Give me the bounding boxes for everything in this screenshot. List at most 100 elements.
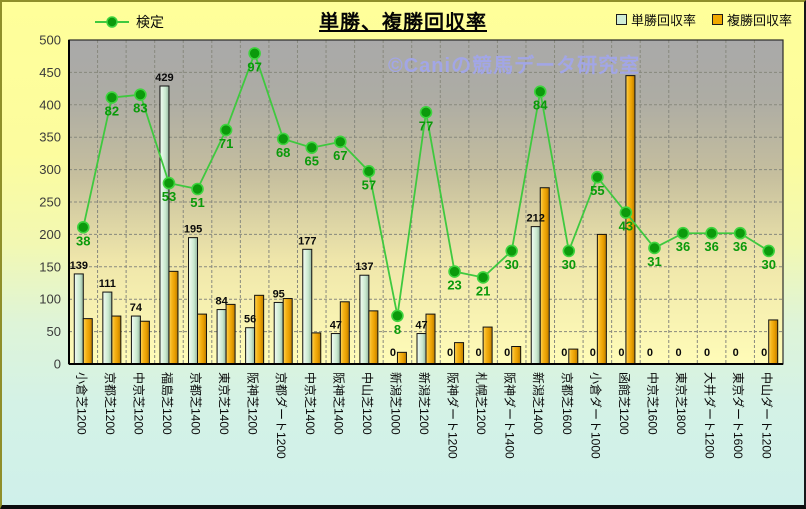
tansho-bar[interactable] [159,85,170,365]
kentei-point[interactable] [648,241,661,255]
kentei-point[interactable] [191,182,204,196]
y-tick-label: 200 [39,227,61,242]
legend-item-fukusho[interactable]: 複勝回収率 [711,10,792,29]
kentei-point[interactable] [733,226,747,240]
tansho-bar[interactable] [273,301,284,365]
tansho-bar[interactable] [530,226,541,365]
fukusho-bar[interactable] [225,303,236,365]
fukusho-bar[interactable] [311,332,322,365]
x-category-label: 京都ダート1200 [274,372,289,459]
fukusho-bar[interactable] [139,320,150,365]
bar-value-label: 84 [215,296,228,308]
point-value-label: 82 [105,104,119,119]
point-value-label: 68 [276,145,290,160]
x-category-label: 中山芝1200 [360,372,375,435]
y-tick-label: 350 [39,130,61,145]
fukusho-bar[interactable] [396,351,407,365]
kentei-point[interactable] [762,244,776,258]
bar-value-label: 95 [273,288,285,300]
kentei-point[interactable] [676,226,690,240]
point-value-label: 83 [133,101,147,116]
x-category-label: 新潟芝1400 [531,372,546,435]
kentei-point[interactable] [562,244,576,258]
tansho-bar[interactable] [130,315,141,365]
legend-item-tansho[interactable]: 単勝回収率 [615,10,696,29]
kentei-point[interactable] [476,271,490,284]
fukusho-bar[interactable] [482,326,493,365]
tansho-bar[interactable] [188,237,199,365]
fukusho-bar[interactable] [254,294,265,365]
fukusho-bar[interactable] [368,310,379,365]
point-value-label: 97 [247,59,261,74]
y-tick-label: 400 [39,97,61,112]
kentei-point[interactable] [419,106,433,119]
point-value-label: 36 [733,239,747,254]
fukusho-swatch-icon [711,14,723,25]
kentei-point[interactable] [334,135,347,149]
tansho-bar[interactable] [73,273,84,365]
kentei-point[interactable] [134,88,147,101]
kentei-point[interactable] [105,91,119,104]
fukusho-bar[interactable] [768,319,779,365]
fukusho-bar[interactable] [511,346,522,365]
tansho-bar[interactable] [216,309,227,365]
point-value-label: 30 [761,257,775,272]
point-value-label: 55 [590,183,604,198]
bar-value-label: 0 [590,347,596,359]
kentei-point[interactable] [533,85,547,99]
fukusho-bar[interactable] [82,318,93,365]
tansho-bar[interactable] [359,274,370,365]
kentei-point[interactable] [591,170,604,184]
y-tick-label: 500 [39,33,61,48]
bar-value-label: 74 [130,302,143,314]
kentei-point[interactable] [619,206,633,219]
tansho-bar[interactable] [330,333,341,365]
bar-value-label: 177 [298,235,316,247]
bar-value-label: 0 [390,347,396,359]
x-category-label: 新潟芝1000 [388,372,403,435]
tansho-bar[interactable] [102,291,113,365]
x-category-label: 小倉芝1200 [74,372,89,435]
tansho-swatch-icon [615,14,627,25]
kentei-point[interactable] [219,123,233,137]
point-value-label: 36 [704,239,718,254]
tansho-bar[interactable] [302,248,313,365]
x-category-label: 東京ダート1600 [731,372,746,459]
point-value-label: 43 [619,219,633,234]
x-category-label: 阪神ダート1400 [503,372,518,459]
tansho-bar[interactable] [416,333,427,365]
point-value-label: 77 [419,118,433,133]
tansho-bar[interactable] [245,327,256,365]
fukusho-bar[interactable] [111,315,122,365]
bar-value-label: 0 [447,347,453,359]
kentei-point[interactable] [162,176,176,190]
kentei-point[interactable] [76,221,90,234]
kentei-point[interactable] [276,132,290,146]
line-marker-icon [95,16,129,28]
x-category-label: 京都芝1200 [103,372,118,435]
kentei-point[interactable] [705,226,718,240]
bar-value-label: 429 [155,72,173,84]
kentei-point[interactable] [505,244,518,258]
fukusho-bar[interactable] [568,348,579,365]
fukusho-bar[interactable] [454,342,465,365]
y-tick-label: 150 [39,259,61,274]
legend-kentei[interactable]: 検定 [94,12,164,32]
legend-fukusho-label: 複勝回収率 [726,13,792,28]
chart-title: 単勝、複勝回収率 [319,12,487,34]
kentei-point[interactable] [391,309,404,323]
bar-value-label: 47 [415,320,427,332]
fukusho-bar[interactable] [596,233,607,365]
fukusho-bar[interactable] [168,270,179,365]
y-tick-label: 100 [39,292,61,307]
kentei-point[interactable] [248,47,261,60]
kentei-point[interactable] [362,165,376,178]
kentei-point[interactable] [448,265,461,278]
x-category-label: 福島芝1200 [160,372,175,435]
kentei-point[interactable] [305,141,319,155]
x-category-label: 阪神芝1400 [331,372,346,435]
fukusho-bar[interactable] [197,313,208,365]
fukusho-bar[interactable] [339,301,350,365]
fukusho-bar[interactable] [282,298,293,365]
